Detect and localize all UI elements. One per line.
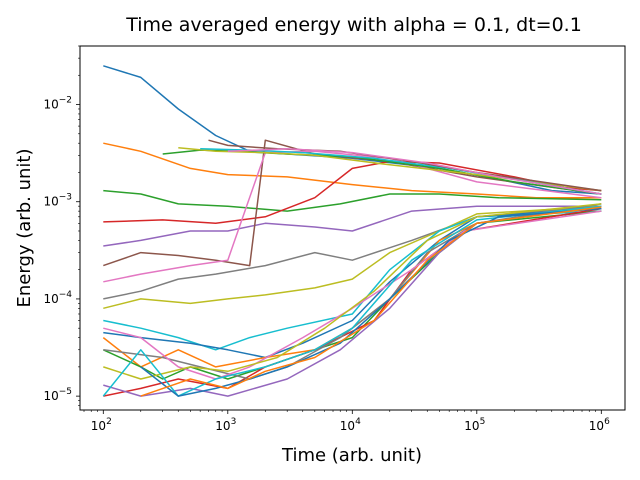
x-tick-label: 103 (215, 417, 236, 433)
ticks-layer: 102 103 104 105 106 10−5 10−4 10−3 10−2 (43, 45, 610, 433)
series-line-13 (102, 210, 602, 380)
series-line-20 (140, 207, 602, 397)
y-tick-label: 10−5 (43, 387, 72, 403)
series-line-17 (103, 210, 602, 380)
plot-frame (79, 45, 626, 411)
series-line-10 (103, 210, 602, 351)
series-line-2 (103, 142, 602, 199)
y-tick-label: 10−2 (43, 96, 72, 112)
x-tick-label: 102 (91, 417, 112, 433)
series-line-11 (103, 207, 602, 359)
series-line-23 (178, 146, 602, 192)
series-line-21 (140, 206, 602, 397)
x-tick-label: 106 (589, 417, 610, 433)
series-layer (102, 65, 602, 397)
series-line-1 (103, 65, 602, 195)
series-line-18 (103, 203, 602, 380)
y-tick-label: 10−4 (43, 290, 72, 306)
series-line-9 (103, 205, 602, 310)
y-tick-label: 10−3 (43, 193, 72, 209)
series-line-16 (103, 203, 602, 380)
y-axis-label: Energy (arb. unit) (14, 149, 35, 308)
series-line-5 (103, 205, 602, 247)
series-line-26 (227, 148, 602, 195)
series-line-15 (103, 205, 602, 397)
series-line-3 (103, 189, 602, 212)
chart-title: Time averaged energy with alpha = 0.1, d… (125, 14, 582, 36)
x-axis-label: Time (arb. unit) (281, 445, 422, 466)
series-line-24 (200, 148, 602, 195)
x-tick-label: 105 (464, 417, 485, 433)
x-tick-label: 104 (340, 417, 361, 433)
series-line-19 (102, 205, 602, 397)
